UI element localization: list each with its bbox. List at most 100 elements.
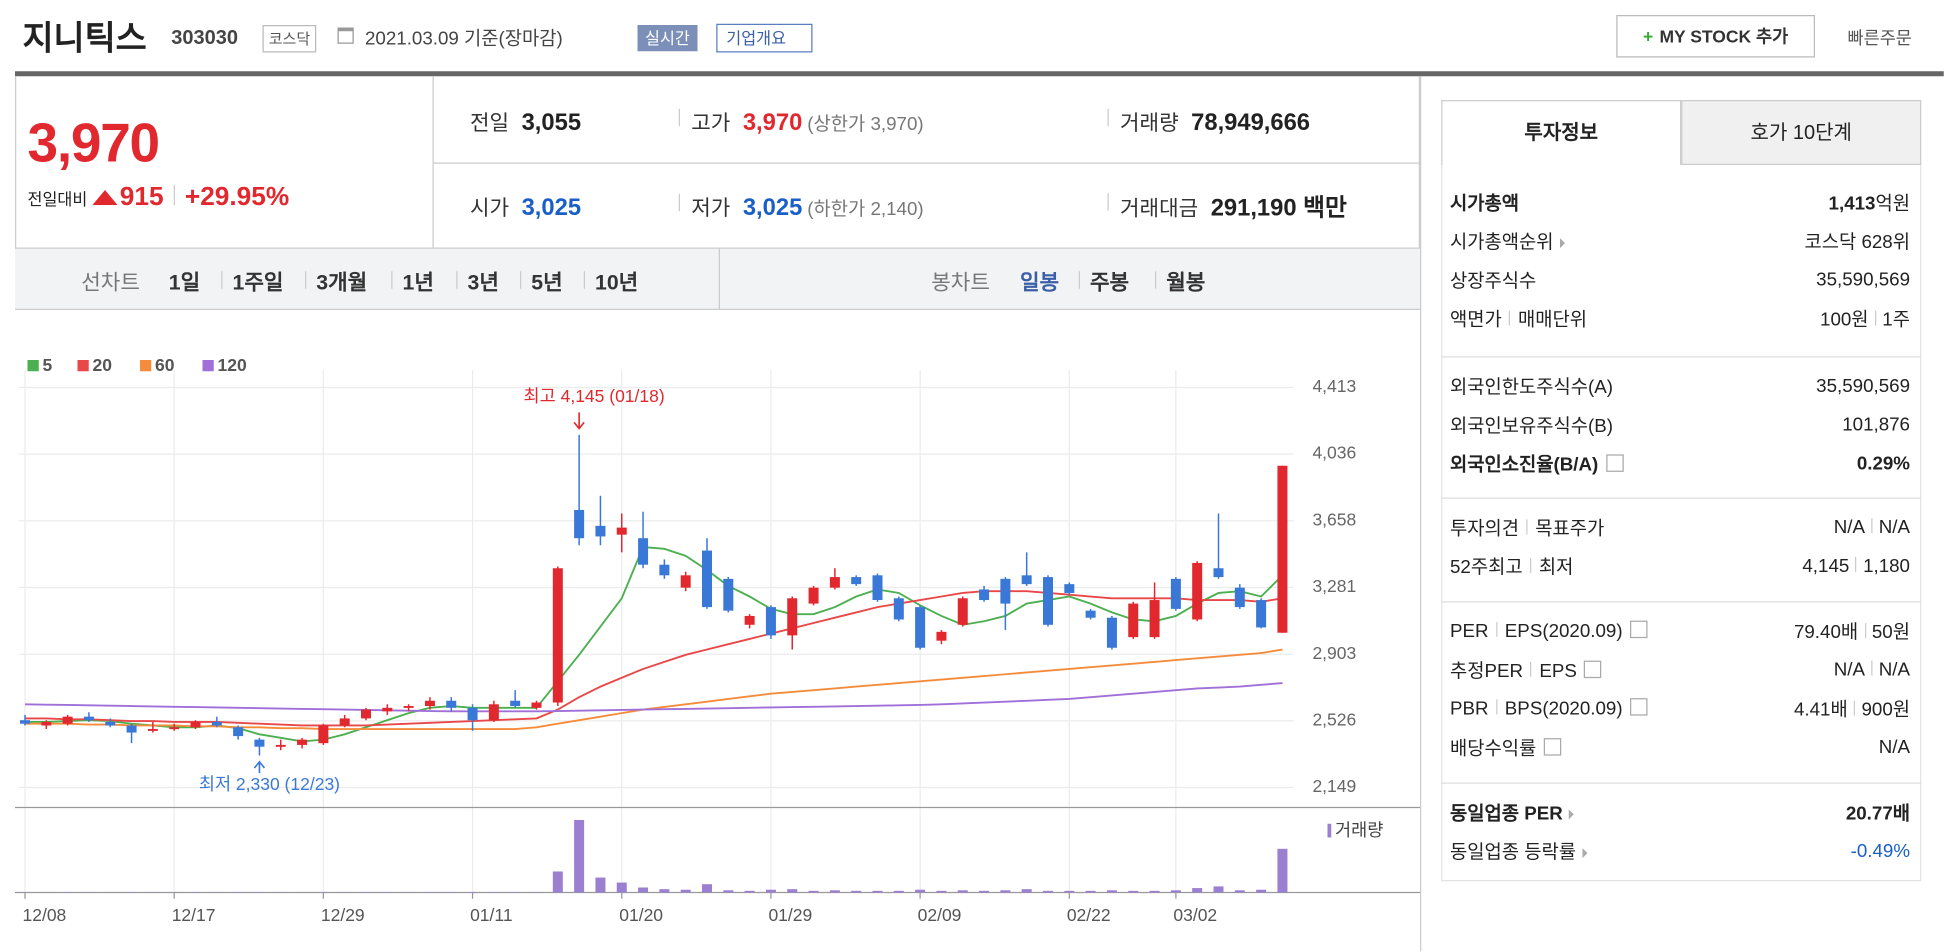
label-part: 동일업종 등락률 (1450, 841, 1576, 864)
quote-value: 3,970 (742, 110, 803, 137)
label-part: 52주최고 (1450, 556, 1523, 579)
mystock-label: MY STOCK 추가 (1659, 26, 1789, 47)
separator (520, 271, 522, 289)
candle-body (893, 598, 904, 620)
volume-bar (893, 890, 904, 893)
candle-body (211, 721, 222, 726)
overview-button[interactable]: 기업개요 (716, 23, 813, 53)
separator (1107, 193, 1109, 211)
info-panel (1441, 165, 1922, 882)
quick-order[interactable]: 빠른주문 (1847, 27, 1912, 48)
realtime-button[interactable]: 실시간 (637, 25, 698, 52)
candle-body (680, 575, 691, 588)
chart-tab[interactable]: 1일 (168, 270, 201, 295)
chart-tab[interactable]: 3년 (467, 270, 499, 295)
change-label: 전일대비 (27, 190, 88, 209)
label-part: 동일업종 PER (1450, 803, 1563, 825)
quote-item: 고가 3,970 (상한가 3,970) (678, 105, 924, 138)
base-date: 2021.03.09 기준(장마감) (365, 28, 563, 50)
separator (1853, 700, 1856, 716)
annotation-arrowhead (573, 421, 585, 430)
quote-label: 전일 (470, 111, 510, 135)
info-value: -0.49% (1851, 841, 1910, 862)
mystock-button[interactable]: + MY STOCK 추가 (1616, 15, 1815, 58)
help-icon (1630, 698, 1648, 716)
section-divider (1441, 497, 1922, 499)
volume-bar (1106, 890, 1117, 893)
x-tick-label: 01/20 (619, 905, 663, 925)
volume-bar (808, 890, 819, 893)
stock-name: 지니틱스 (22, 19, 147, 57)
candle-body (659, 564, 670, 576)
value-part: 20.77배 (1845, 803, 1910, 825)
value-part: N/A (1833, 516, 1865, 539)
change-rate: +29.95% (184, 182, 290, 212)
arrow-icon (1569, 809, 1575, 820)
value-part: 0.29% (1856, 453, 1910, 475)
label-part: 외국인소진율(B/A) (1450, 454, 1599, 476)
candle-body (297, 739, 308, 745)
market-badge: 코스닥 (262, 25, 317, 53)
volume-bar (616, 882, 627, 893)
value-part: 코스닥 628위 (1804, 231, 1910, 254)
value-part: -0.49% (1850, 840, 1910, 862)
label-part: 투자의견 (1450, 518, 1520, 540)
separator (1496, 699, 1498, 715)
separator (1509, 310, 1511, 326)
candle-body (1277, 465, 1288, 633)
info-value: N/A N/A (1834, 517, 1910, 538)
info-tab[interactable]: 투자정보 (1441, 100, 1682, 165)
candle-body (957, 598, 968, 625)
info-value: N/A N/A (1834, 659, 1910, 680)
chart-tab[interactable]: 월봉 (1166, 270, 1206, 295)
label-part: 최저 (1538, 556, 1574, 579)
label-part: 외국인한도주식수(A) (1450, 376, 1614, 399)
value-part: N/A (1878, 516, 1910, 539)
info-label: 외국인소진율(B/A) (1450, 451, 1624, 477)
label-part: 목표주가 (1535, 518, 1605, 540)
separator (305, 271, 307, 289)
chart-tab[interactable]: 5년 (531, 270, 563, 295)
chart-tab[interactable]: 주봉 (1090, 270, 1130, 295)
info-value: 0.29% (1857, 453, 1910, 474)
x-tick-label: 01/29 (768, 905, 812, 925)
info-tab[interactable]: 호가 10단계 (1681, 100, 1922, 165)
quote-label: 거래량 (1120, 111, 1179, 135)
candle-body (872, 575, 883, 601)
volume-bar (702, 884, 712, 893)
info-value: 79.40배 50원 (1794, 618, 1910, 644)
candle-body (275, 744, 286, 747)
chart-tab[interactable]: 10년 (595, 270, 639, 295)
chart-tab[interactable]: 3개월 (316, 270, 368, 295)
label-part: BPS(2020.09) (1504, 698, 1623, 720)
separator (1871, 518, 1873, 534)
chart-tab[interactable]: 1년 (402, 270, 434, 295)
chart-tab[interactable]: 1주일 (232, 270, 284, 295)
separator (1496, 621, 1498, 637)
change-value: 915 (119, 182, 164, 212)
label-part: 외국인보유주식수(B) (1450, 415, 1614, 437)
ma-line (25, 590, 1283, 727)
annotation: 최저 2,330 (12/23) (199, 774, 340, 794)
chart-tab[interactable]: 일봉 (1020, 270, 1060, 295)
volume-bar (680, 889, 691, 893)
info-value: 1,413억원 (1829, 189, 1910, 215)
quote-value: 3,025 (521, 195, 582, 222)
volume-bar (1021, 889, 1032, 893)
y-tick-label: 2,149 (1312, 776, 1356, 796)
label-part: EPS (1539, 660, 1577, 682)
candle-body (254, 739, 265, 747)
volume-legend-swatch (1327, 823, 1332, 838)
up-arrow (92, 190, 118, 205)
value-unit: 억원 (1875, 193, 1910, 215)
volume-bar (1234, 890, 1245, 893)
stock-code: 303030 (171, 27, 238, 49)
candle-body (339, 718, 350, 726)
candle-body (41, 721, 52, 726)
candle-body (1192, 562, 1203, 620)
volume-bar (957, 890, 968, 893)
calendar-icon (337, 27, 354, 44)
candle-body (1106, 617, 1117, 648)
quote-item: 거래대금 291,190 백만 (1107, 189, 1347, 223)
volume-bar (1128, 890, 1139, 893)
